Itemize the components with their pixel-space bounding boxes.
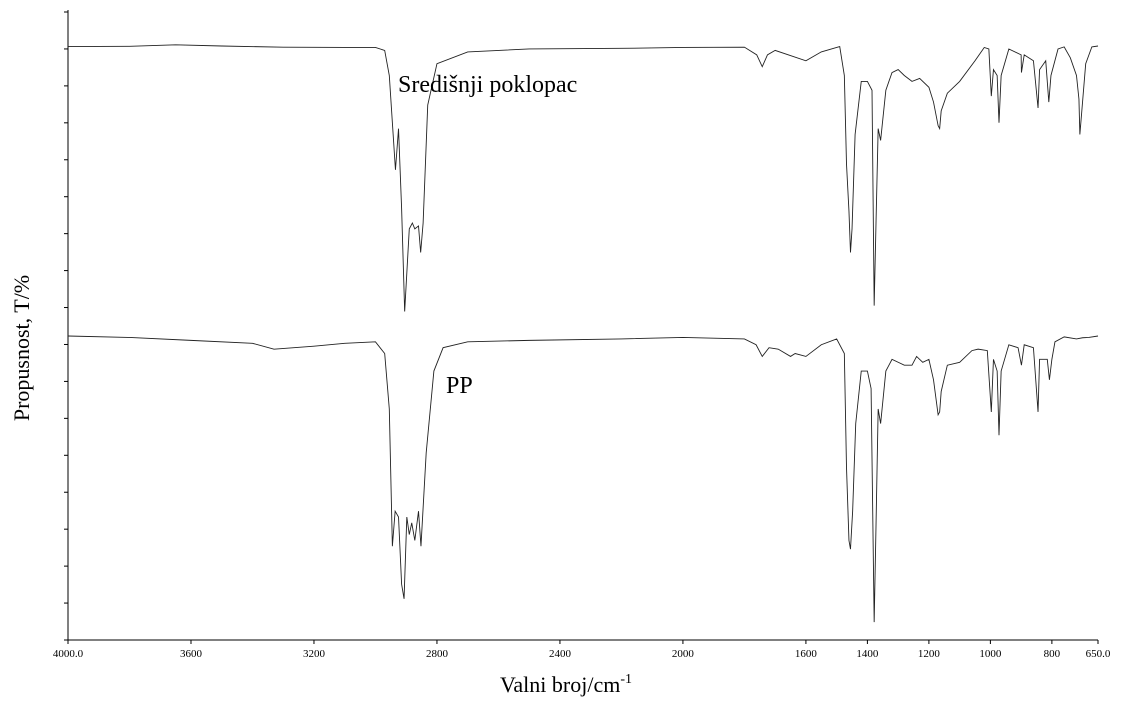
y-axis: [64, 10, 69, 641]
x-tick-label: 650.0: [1086, 648, 1111, 660]
x-tick-label: 2800: [426, 648, 449, 660]
x-tick-label: 4000.0: [53, 648, 84, 660]
x-tick-label: 2000: [672, 648, 695, 660]
x-tick-label: 1600: [795, 648, 818, 660]
x-tick-label: 3200: [303, 648, 326, 660]
x-tick-label: 1000: [979, 648, 1002, 660]
spectra: [67, 44, 1099, 623]
x-tick-label: 1400: [856, 648, 879, 660]
x-tick-label: 1200: [918, 648, 941, 660]
x-axis: 4000.0 3600 3200 2800 2400 2000 1600 1400 1200 10…: [53, 639, 1111, 660]
spectrum-line-srednji-poklopac: [67, 44, 1099, 312]
x-axis-title-superscript: -1: [620, 672, 632, 687]
series-label-srednji-poklopac: Središnji poklopac: [398, 72, 577, 98]
x-tick-label: 3600: [180, 648, 203, 660]
x-axis-title-text: Valni broj/cm: [500, 672, 620, 697]
spectrum-line-pp: [67, 335, 1099, 623]
y-axis-title: Propusnost, T/%: [9, 275, 34, 421]
x-axis-title: Valni broj/cm-1: [500, 672, 632, 697]
x-tick-label: 800: [1044, 648, 1061, 660]
x-tick-label: 2400: [549, 648, 572, 660]
series-label-pp: PP: [446, 373, 473, 399]
